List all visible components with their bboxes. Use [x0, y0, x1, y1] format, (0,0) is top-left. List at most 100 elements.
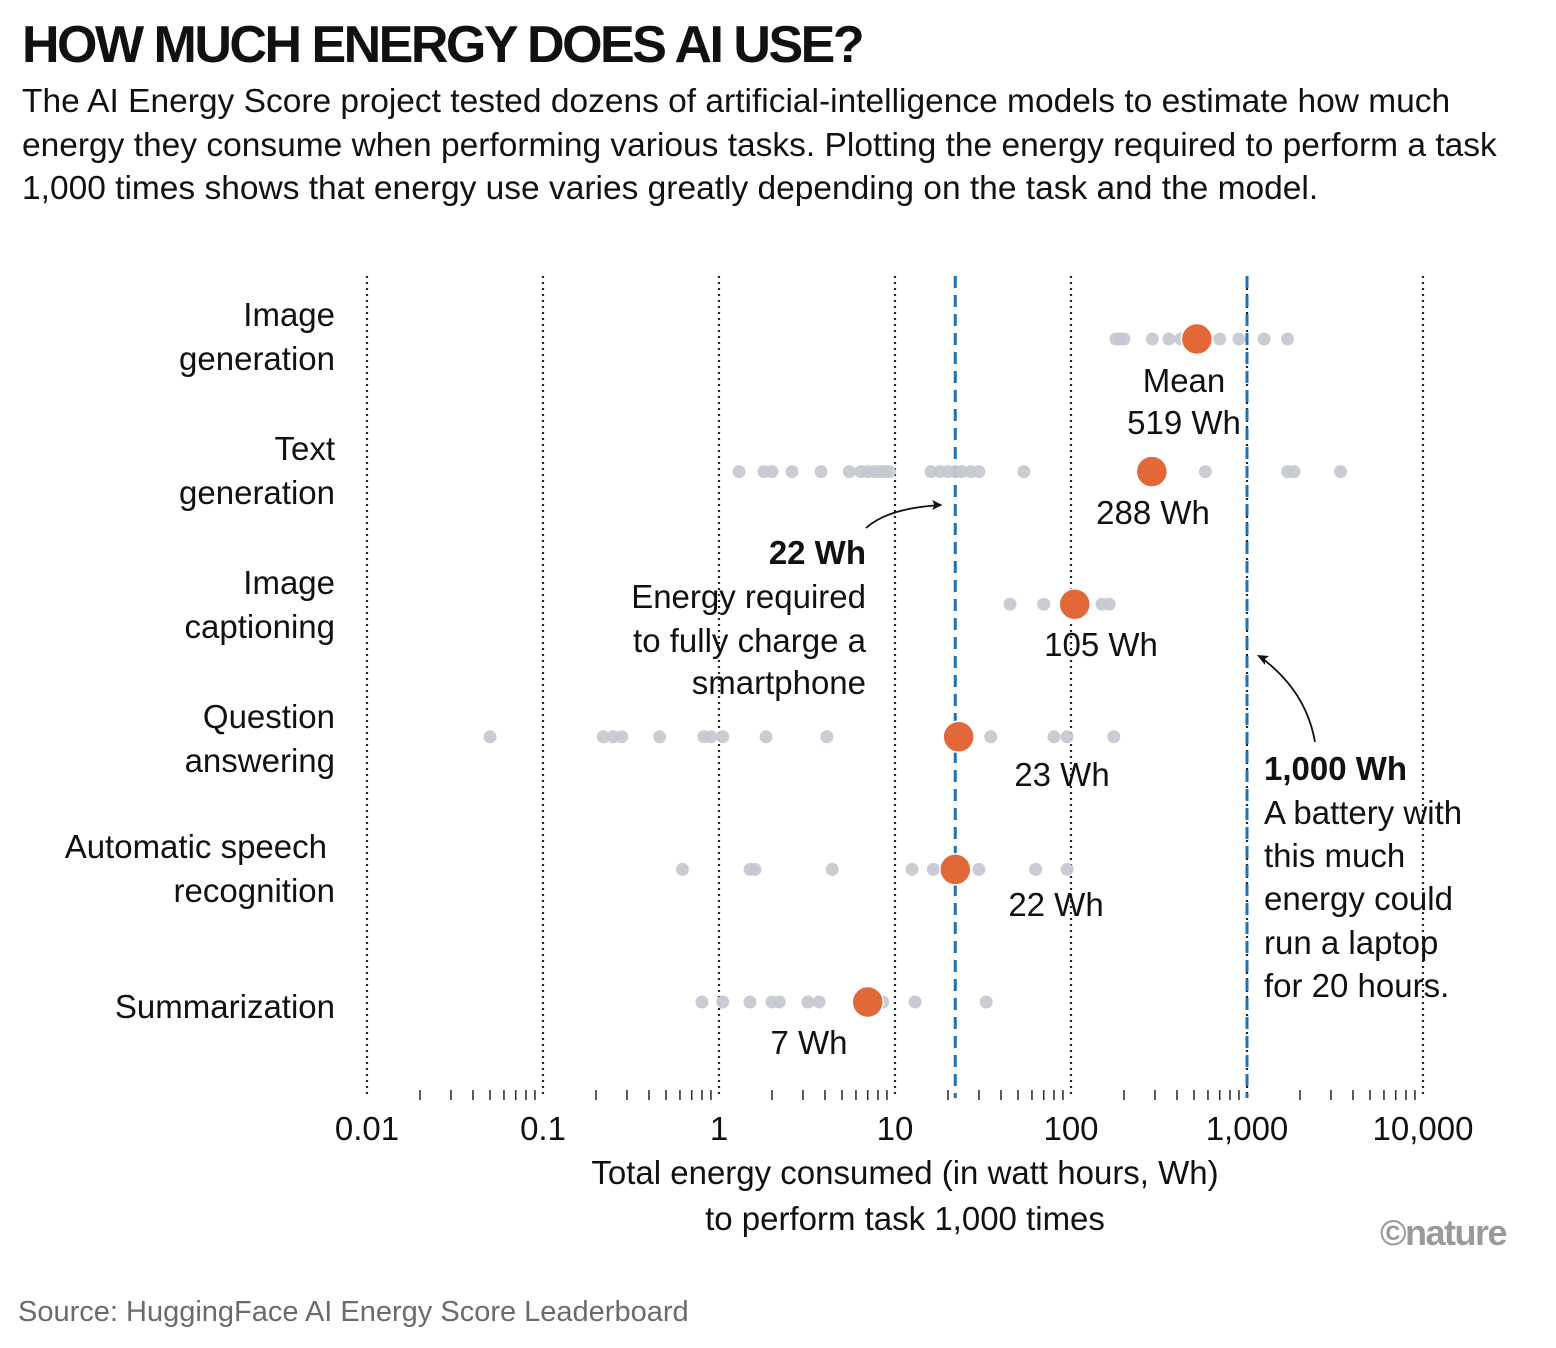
mean-point: [851, 985, 884, 1019]
source-note: Source: HuggingFace AI Energy Score Lead…: [18, 1296, 689, 1328]
model-point: [1213, 332, 1227, 346]
smartphone-annotation: Energy required: [631, 578, 866, 615]
model-point: [732, 465, 746, 479]
category-label: recognition: [174, 872, 335, 909]
model-point: [979, 995, 993, 1009]
model-point: [716, 995, 730, 1009]
mean-value-label: 105 Wh: [1044, 626, 1158, 663]
model-point: [972, 465, 986, 479]
mean-value-label: 23 Wh: [1014, 756, 1109, 793]
mean-point: [1058, 587, 1091, 621]
model-point: [743, 995, 757, 1009]
model-point: [772, 995, 786, 1009]
model-point: [1060, 862, 1074, 876]
smartphone-arrow: [865, 504, 942, 529]
laptop-annotation: run a laptop: [1264, 924, 1438, 961]
mean-value-label: 519 Wh: [1127, 404, 1241, 441]
category-label: captioning: [185, 608, 335, 645]
model-point: [748, 862, 762, 876]
model-point: [984, 730, 998, 744]
model-point: [1287, 465, 1301, 479]
mean-point: [1180, 322, 1214, 356]
model-point: [1281, 332, 1295, 346]
category-label: Text: [274, 430, 335, 467]
category-label: Image: [243, 564, 335, 601]
x-tick-label: 1: [710, 1110, 728, 1147]
model-point: [924, 465, 938, 479]
mean-value-label: 22 Wh: [1008, 886, 1103, 923]
laptop-annotation: A battery with: [1264, 794, 1462, 831]
x-tick-label: 0.01: [335, 1110, 399, 1147]
laptop-value-label: 1,000 Wh: [1264, 750, 1407, 787]
model-point: [1037, 597, 1051, 611]
mean-point: [939, 853, 972, 886]
mean-value-label: Mean: [1143, 362, 1226, 399]
model-point: [926, 862, 940, 876]
model-point: [814, 465, 828, 479]
model-point: [1117, 332, 1131, 346]
chart-title: HOW MUCH ENERGY DOES AI USE?: [22, 16, 865, 74]
model-point: [1257, 332, 1271, 346]
smartphone-annotation: smartphone: [692, 664, 866, 701]
smartphone-annotation: to fully charge a: [633, 622, 867, 659]
model-point: [653, 730, 667, 744]
category-labels: Image generation Text generation Image captio…: [65, 296, 335, 1025]
laptop-annotation: for 20 hours.: [1264, 967, 1449, 1004]
model-point: [842, 465, 856, 479]
model-point: [695, 995, 709, 1009]
mean-value-label: 288 Wh: [1096, 494, 1210, 531]
model-point: [704, 730, 718, 744]
model-point: [596, 730, 610, 744]
model-point: [1047, 730, 1061, 744]
x-axis-title: to perform task 1,000 times: [705, 1200, 1105, 1237]
reference-lines: [953, 276, 1249, 1098]
model-point: [1334, 465, 1348, 479]
model-point: [825, 862, 839, 876]
model-point: [716, 730, 730, 744]
x-tick-label: 10: [877, 1110, 914, 1147]
laptop-annotation: this much: [1264, 837, 1405, 874]
chart-subtitle: The AI Energy Score project tested dozen…: [22, 83, 1497, 207]
model-point: [615, 730, 629, 744]
model-point: [1198, 465, 1212, 479]
model-point: [1060, 730, 1074, 744]
model-point: [675, 862, 689, 876]
category-label: generation: [179, 340, 335, 377]
laptop-arrow: [1258, 655, 1316, 743]
model-point: [908, 995, 922, 1009]
model-point: [1145, 332, 1159, 346]
model-point: [1232, 332, 1246, 346]
model-point: [972, 862, 986, 876]
model-point: [812, 995, 826, 1009]
category-label: Automatic speech: [65, 828, 327, 865]
model-point: [1029, 862, 1043, 876]
model-point: [1017, 465, 1031, 479]
category-label: answering: [185, 742, 335, 779]
arrowhead: [932, 500, 943, 510]
mean-point: [1135, 455, 1169, 488]
model-point: [483, 730, 497, 744]
minor-tick-marks: [419, 1090, 1416, 1100]
model-point: [1107, 730, 1121, 744]
mean-points: [851, 322, 1214, 1019]
x-tick-label: 100: [1043, 1110, 1098, 1147]
mean-value-labels: Mean 519 Wh 288 Wh 105 Wh 23 Wh 22 Wh 7 Wh: [770, 362, 1240, 1061]
x-axis-title: Total energy consumed (in watt hours, Wh…: [591, 1154, 1218, 1191]
annotations: 22 Wh Energy required to fully charge a sma…: [631, 500, 1462, 1004]
model-point: [905, 862, 919, 876]
smartphone-value-label: 22 Wh: [769, 534, 866, 571]
model-point: [882, 465, 896, 479]
arrowhead: [1257, 655, 1269, 665]
model-point: [955, 465, 969, 479]
laptop-annotation: energy could: [1264, 880, 1453, 917]
x-tick-labels: 0.01 0.1 1 10 100 1,000 10,000: [335, 1110, 1474, 1147]
model-point: [1162, 332, 1176, 346]
x-tick-label: 1,000: [1206, 1110, 1289, 1147]
x-tick-label: 10,000: [1373, 1110, 1474, 1147]
mean-value-label: 7 Wh: [770, 1024, 847, 1061]
x-tick-label: 0.1: [520, 1110, 566, 1147]
model-point: [820, 730, 834, 744]
model-point: [785, 465, 799, 479]
x-axis-label: Total energy consumed (in watt hours, Wh…: [591, 1154, 1218, 1237]
